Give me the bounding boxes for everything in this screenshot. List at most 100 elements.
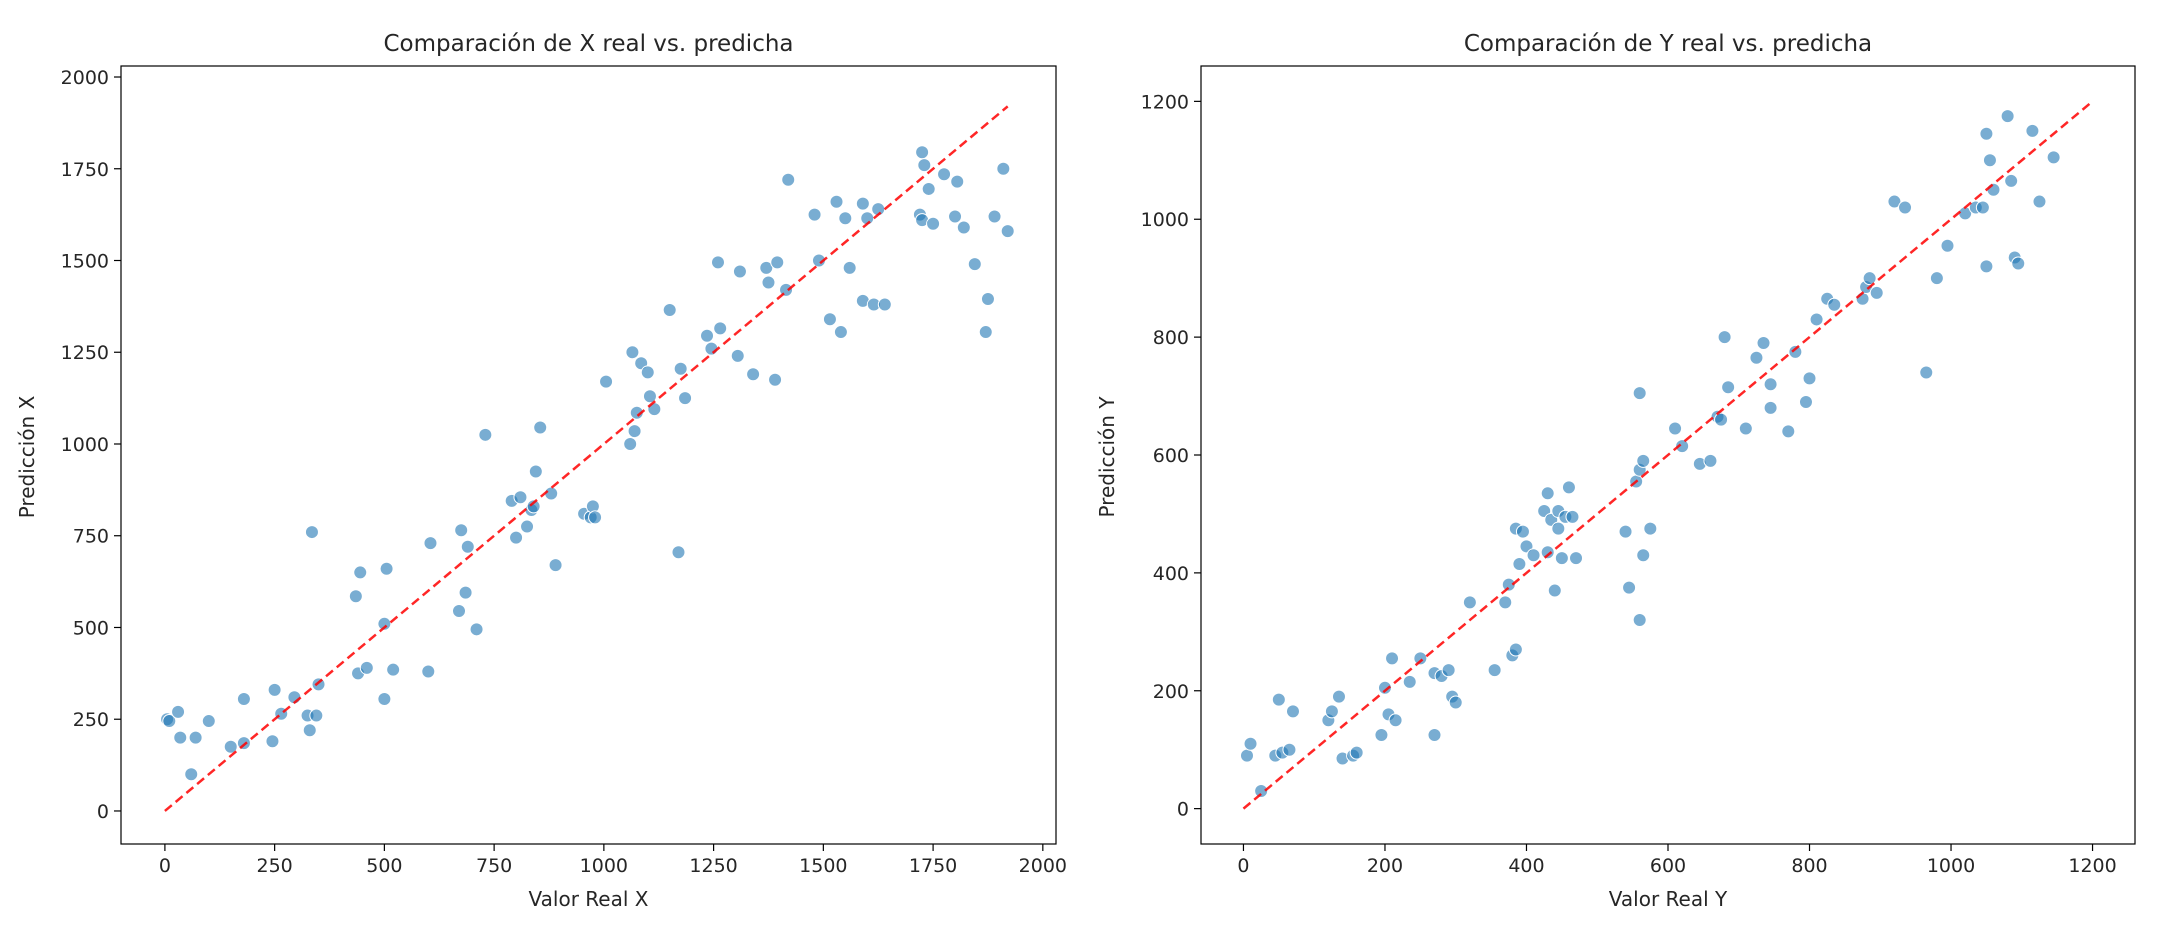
- scatter-point: [640, 365, 655, 380]
- scatter-point: [1721, 380, 1736, 395]
- scatter-point: [877, 297, 892, 312]
- x-axis-label: Valor Real Y: [1609, 887, 1728, 911]
- scatter-point: [629, 405, 644, 420]
- scatter-point: [1512, 557, 1527, 572]
- y-tick-label: 1000: [1141, 209, 1189, 231]
- x-tick-label: 500: [366, 855, 402, 877]
- y-axis-label: Predicción X: [15, 395, 39, 518]
- scatter-point: [1554, 551, 1569, 566]
- scatter-point: [1402, 674, 1417, 689]
- scatter-point: [833, 325, 848, 340]
- scatter-point: [1551, 521, 1566, 536]
- scatter-point: [528, 464, 543, 479]
- scatter-point: [1540, 486, 1555, 501]
- scatter-point: [768, 372, 783, 387]
- scatter-point: [1636, 453, 1651, 468]
- scatter-point: [950, 174, 965, 189]
- y-tick-label: 750: [73, 526, 109, 548]
- scatter-point: [956, 220, 971, 235]
- scatter-point: [526, 499, 541, 514]
- x-tick-label: 200: [1367, 855, 1403, 877]
- scatter-point: [423, 536, 438, 551]
- scatter-point: [1632, 386, 1647, 401]
- scatter-point: [1763, 400, 1778, 415]
- scatter-point: [1526, 548, 1541, 563]
- y-tick-label: 600: [1153, 445, 1189, 467]
- scatter-point: [1254, 783, 1269, 798]
- scatter-point: [1501, 577, 1516, 592]
- y-tick-label: 200: [1153, 681, 1189, 703]
- scatter-point: [1565, 509, 1580, 524]
- scatter-point: [2011, 256, 2026, 271]
- y-tick-label: 400: [1153, 563, 1189, 585]
- scatter-point: [761, 275, 776, 290]
- scatter-point: [1547, 583, 1562, 598]
- scatter-point: [829, 194, 844, 209]
- reference-line: [1242, 100, 2094, 810]
- scatter-point: [1388, 713, 1403, 728]
- scatter-point: [265, 734, 280, 749]
- scatter-point: [1929, 271, 1944, 286]
- chart-y-real-vs-predicha: Comparación de Y real vs. predicha Valor…: [1095, 31, 2136, 911]
- scatter-point: [1862, 271, 1877, 286]
- scatter-point: [223, 739, 238, 754]
- scatter-point: [855, 196, 870, 211]
- scatter-point: [1675, 439, 1690, 454]
- scatter-point: [937, 167, 952, 182]
- y-tick-label: 800: [1153, 327, 1189, 349]
- plot-frame: [1200, 65, 2136, 845]
- scatter-point: [377, 616, 392, 631]
- scatter-point: [842, 260, 857, 275]
- scatter-point: [1982, 153, 1997, 168]
- scatter-point: [599, 374, 614, 389]
- scatter-point: [1809, 312, 1824, 327]
- scatter-point: [1802, 371, 1817, 386]
- x-axis-label: Valor Real X: [529, 887, 649, 911]
- scatter-point: [1714, 412, 1729, 427]
- y-tick-label: 1200: [1141, 91, 1189, 113]
- scatter-point: [1919, 365, 1934, 380]
- x-tick-label: 1250: [689, 855, 737, 877]
- scatter-point: [1986, 182, 2001, 197]
- scatter-point: [1618, 524, 1633, 539]
- scatter-point: [236, 692, 251, 707]
- scatter-point: [759, 260, 774, 275]
- scatter-point: [671, 545, 686, 560]
- scatter-point: [1979, 126, 1994, 141]
- scatter-point: [980, 292, 995, 307]
- scatter-point: [309, 708, 324, 723]
- scatter-point: [1413, 651, 1428, 666]
- scatter-point: [917, 158, 932, 173]
- scatter-point: [1887, 194, 1902, 209]
- scatter-point: [967, 257, 982, 272]
- scatter-point: [704, 341, 719, 356]
- scatter-point: [807, 207, 822, 222]
- scatter-point: [1282, 742, 1297, 757]
- scatter-point: [162, 714, 177, 729]
- scatter-point: [1668, 421, 1683, 436]
- scatter-point: [642, 389, 657, 404]
- scatter-point: [987, 209, 1002, 224]
- scatter-point: [811, 253, 826, 268]
- scatter-point: [1448, 695, 1463, 710]
- scatter-point: [1756, 336, 1771, 351]
- scatter-point: [386, 662, 401, 677]
- scatter-point: [1749, 350, 1764, 365]
- x-tick-label: 400: [1508, 855, 1544, 877]
- chart-title: Comparación de Y real vs. predicha: [1464, 31, 1872, 57]
- scatter-point: [359, 660, 374, 675]
- scatter-point: [533, 420, 548, 435]
- scatter-point: [730, 348, 745, 363]
- scatter-point: [700, 328, 715, 343]
- scatter-point: [458, 585, 473, 600]
- scatter-point: [421, 664, 436, 679]
- scatter-point: [1324, 704, 1339, 719]
- scatter-point: [1374, 727, 1389, 742]
- scatter-point: [1239, 748, 1254, 763]
- reference-line: [164, 105, 1009, 812]
- scatter-point: [548, 558, 563, 573]
- scatter-point: [353, 565, 368, 580]
- scatter-point: [1441, 663, 1456, 678]
- scatter-point: [1427, 727, 1442, 742]
- x-tick-label: 1000: [1927, 855, 1975, 877]
